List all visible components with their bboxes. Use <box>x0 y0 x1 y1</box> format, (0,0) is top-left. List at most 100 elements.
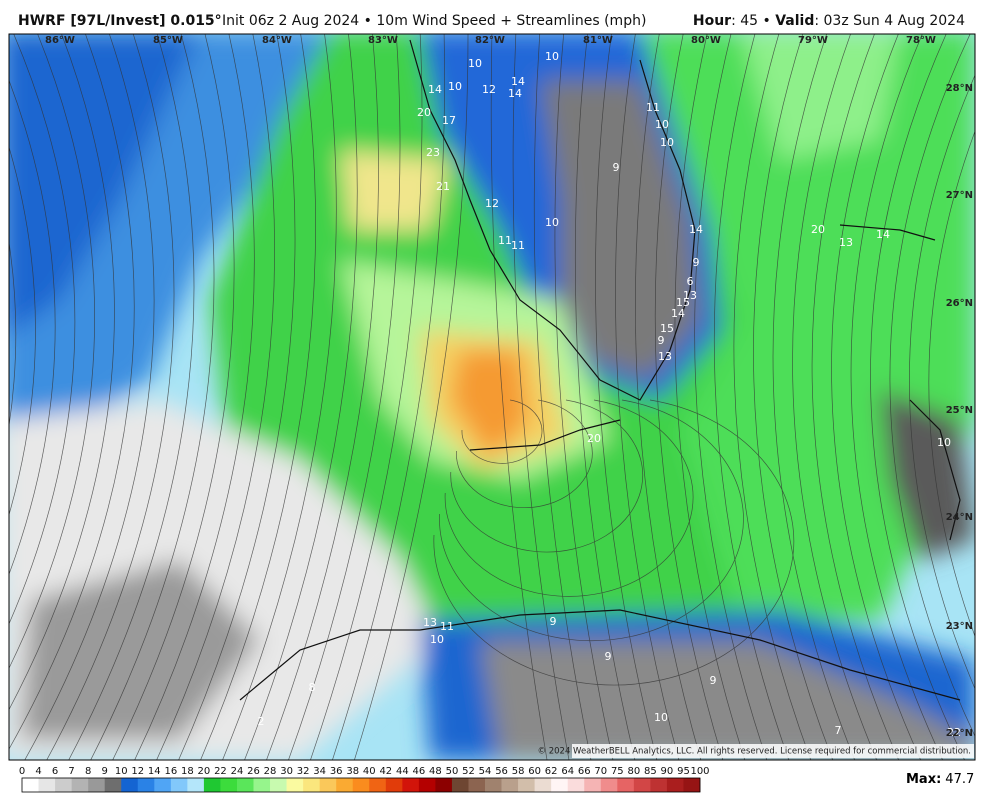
wind-label: 14 <box>428 83 442 96</box>
max-value: 47.7 <box>945 772 974 787</box>
latitude-label: 22°N <box>946 728 973 739</box>
colorbar-label: 8 <box>85 766 91 777</box>
colorbar-label: 9 <box>101 766 107 777</box>
longitude-label: 84°W <box>262 35 292 46</box>
colorbar-swatch <box>88 778 105 792</box>
streamline <box>574 34 636 760</box>
wind-label: 11 <box>498 234 512 247</box>
colorbar-label: 64 <box>561 766 574 777</box>
copyright-bg <box>572 744 974 758</box>
longitude-label: 81°W <box>583 35 613 46</box>
copyright: © 2024 WeatherBELL Analytics, LLC. All r… <box>538 747 971 757</box>
streamline <box>713 34 790 760</box>
colorbar-label: 38 <box>346 766 359 777</box>
colorbar-swatch <box>137 778 155 792</box>
streamline <box>444 399 694 597</box>
product-description: Init 06z 2 Aug 2024 • 10m Wind Speed + S… <box>222 13 646 29</box>
longitude-label: 79°W <box>798 35 828 46</box>
streamline <box>870 34 966 760</box>
longitude-label: 83°W <box>368 35 398 46</box>
wind-label: 20 <box>587 432 601 445</box>
colorbar-label: 32 <box>297 766 310 777</box>
colorbar-swatch <box>22 778 39 792</box>
colorbar-label: 6 <box>52 766 58 777</box>
colorbar-label: 60 <box>528 766 541 777</box>
streamline <box>674 34 746 760</box>
streamline <box>332 34 445 760</box>
colorbar-swatch <box>567 778 585 792</box>
streamline <box>889 34 975 737</box>
hour-label: Hour <box>693 13 731 29</box>
colorbar-swatch <box>55 778 72 792</box>
colorbar-label: 44 <box>396 766 409 777</box>
colorbar-swatch <box>551 778 569 792</box>
max-label: Max: 47.7 <box>906 772 974 787</box>
wind-label: 17 <box>442 114 456 127</box>
wind-label: 8 <box>309 681 316 694</box>
colorbar-swatch <box>468 778 486 792</box>
colorbar-swatch <box>253 778 271 792</box>
colorbar-label: 58 <box>512 766 525 777</box>
streamline <box>9 34 135 750</box>
streamline <box>753 34 834 760</box>
wind-label: 7 <box>835 724 842 737</box>
colorbar-swatch <box>303 778 320 792</box>
streamline <box>772 34 856 760</box>
latitude-label: 27°N <box>946 190 973 201</box>
colorbar-swatch <box>402 778 420 792</box>
colorbar-label: 28 <box>264 766 277 777</box>
valid-value: : 03z Sun 4 Aug 2024 <box>814 13 965 29</box>
wind-label: 10 <box>655 118 669 131</box>
streamline <box>654 34 724 760</box>
streamline <box>134 34 255 760</box>
wind-label: 9 <box>550 615 557 628</box>
longitude-label: 80°W <box>691 35 721 46</box>
colorbar-label: 24 <box>231 766 244 777</box>
colorbar-label: 4 <box>35 766 41 777</box>
colorbar-label: 18 <box>181 766 194 777</box>
wind-label: 13 <box>839 236 853 249</box>
colorbar-label: 70 <box>594 766 607 777</box>
streamline <box>266 34 379 760</box>
colorbar-label: 7 <box>68 766 74 777</box>
wind-label: 10 <box>545 50 559 63</box>
colorbar-swatch <box>369 778 387 792</box>
model-name: HWRF [97L/Invest] 0.015° <box>18 13 222 29</box>
streamline <box>615 34 680 760</box>
streamlines <box>9 34 975 760</box>
colorbar-swatch <box>683 778 701 792</box>
colorbar-swatch <box>352 778 370 792</box>
streamline <box>178 34 296 760</box>
wind-label: 12 <box>482 83 496 96</box>
latitude-label: 23°N <box>946 621 973 632</box>
colorbar-label: 62 <box>545 766 558 777</box>
streamline <box>68 34 195 760</box>
map-frame <box>8 33 976 761</box>
streamline <box>288 34 401 760</box>
colorbar-swatch <box>319 778 337 792</box>
streamline <box>533 34 592 760</box>
wind-label: 10 <box>448 80 462 93</box>
streamline <box>450 399 644 553</box>
colorbar-label: 85 <box>644 766 657 777</box>
colorbar-swatch <box>236 778 254 792</box>
colorbar-swatch <box>38 778 56 792</box>
wind-label: 23 <box>426 146 440 159</box>
colorbar-swatch <box>600 778 618 792</box>
wind-label: 12 <box>485 197 499 210</box>
wind-label: 11 <box>511 239 525 252</box>
wind-label: 14 <box>511 75 525 88</box>
colorbar-label: 56 <box>495 766 508 777</box>
wind-label: 14 <box>671 307 685 320</box>
streamline <box>156 34 275 760</box>
colorbar-swatch <box>336 778 354 792</box>
colorbar-label: 36 <box>330 766 343 777</box>
longitude-label: 86°W <box>45 35 75 46</box>
streamline <box>46 34 175 760</box>
wind-label: 15 <box>660 322 674 335</box>
colorbar-swatch <box>203 778 221 792</box>
longitude-label: 82°W <box>475 35 505 46</box>
longitude-label: 78°W <box>906 35 936 46</box>
valid-label: Valid <box>775 13 814 29</box>
